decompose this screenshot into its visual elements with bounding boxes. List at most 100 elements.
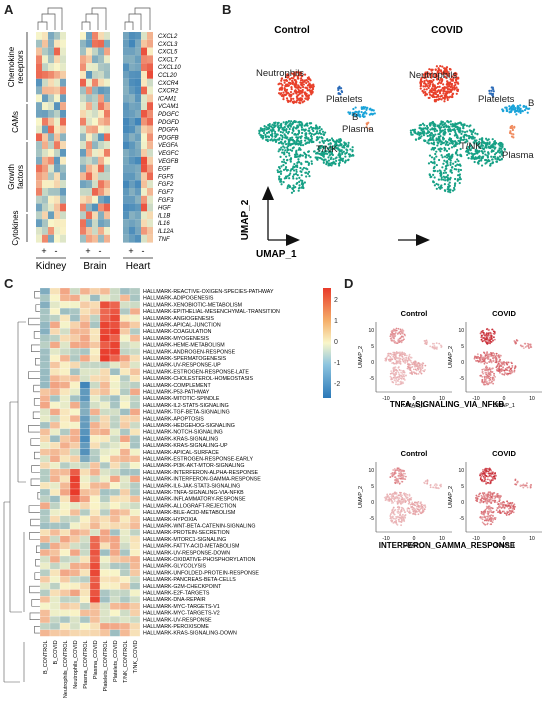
pathway-cell: [109, 368, 121, 376]
pathway-cell: [39, 549, 51, 557]
featureplot-point: [396, 376, 399, 379]
tnk-point: [443, 146, 446, 150]
featureplot-point: [493, 501, 496, 503]
heatmap-cell: [104, 63, 110, 71]
neutrophil-point: [431, 80, 434, 83]
pathway-cell: [49, 415, 61, 423]
neutrophil-point: [283, 81, 286, 84]
pathway-label: HALLMARK-COAGULATION: [143, 329, 212, 335]
tnk-point: [440, 130, 443, 133]
heatmap-cell: [98, 234, 104, 243]
heatmap-cell: [86, 125, 92, 134]
tnk-point: [461, 130, 464, 133]
featureplot-point: [484, 517, 487, 520]
tnk-point: [281, 136, 284, 139]
heatmap-cell: [60, 133, 66, 142]
pathway-cell: [39, 596, 51, 604]
featureplot-point: [493, 352, 496, 355]
pathway-cell: [119, 334, 131, 342]
featureplot-point: [503, 507, 506, 510]
featureplot-point: [487, 493, 490, 496]
pathway-cell: [69, 348, 81, 356]
heatmap-cell: [104, 32, 110, 40]
tnk-point: [497, 142, 500, 145]
featureplot-point: [493, 372, 495, 375]
neutrophil-point: [299, 73, 302, 76]
tnk-point: [267, 131, 271, 134]
tnk-point: [441, 156, 444, 159]
neutrophil-point: [434, 75, 437, 78]
tnk-point: [409, 131, 413, 134]
tnk-point: [330, 164, 333, 167]
pathway-label: HALLMARK-GLYCOLYSIS: [143, 564, 207, 570]
pathway-cell: [79, 582, 91, 590]
pathway-cell: [119, 428, 131, 436]
pathway-cell: [129, 609, 141, 617]
pathway-cell: [109, 415, 121, 423]
tnk-point: [351, 146, 354, 149]
plasma-point: [365, 126, 368, 129]
pathway-cell: [109, 535, 121, 543]
neutrophil-point: [302, 83, 305, 86]
tnk-point: [476, 150, 479, 153]
tnk-point: [264, 133, 267, 136]
featureplot-point: [493, 338, 496, 341]
neutrophil-point: [447, 74, 451, 78]
tnk-point: [434, 123, 437, 126]
featureplot-point: [490, 352, 493, 355]
tnk-point: [484, 143, 488, 147]
tnk-point: [281, 151, 284, 154]
tnk-point: [457, 170, 460, 173]
pathway-cell: [99, 348, 111, 356]
heatmap-cell: [36, 117, 42, 126]
heatmap-cell: [98, 78, 104, 87]
heatmap-cell: [123, 180, 129, 188]
featureplot-point: [491, 493, 494, 496]
tnk-point: [291, 175, 295, 178]
pathway-cell: [119, 401, 131, 409]
tnk-point: [296, 174, 299, 177]
tnk-point: [484, 146, 487, 149]
tnk-point: [312, 129, 315, 133]
neutrophil-point: [446, 96, 449, 100]
heatmap-cell: [135, 227, 141, 235]
heatmap-cell: [92, 55, 98, 64]
heatmap-cell: [129, 63, 135, 71]
tnk-point: [444, 140, 447, 143]
tnk-point: [428, 154, 432, 157]
heatmap-cell: [42, 94, 48, 103]
heatmap-cell: [129, 211, 135, 220]
tnk-point: [433, 170, 436, 173]
pathway-cell: [119, 629, 131, 637]
tnk-point: [480, 157, 483, 161]
heatmap-cell: [86, 164, 92, 173]
featureplot-point: [526, 342, 529, 345]
pathway-label: HALLMARK-HYPOXIA: [143, 517, 197, 523]
heatmap-cell: [147, 102, 153, 110]
pathway-cell: [109, 622, 121, 630]
pathway-cell: [89, 549, 101, 557]
tnk-point: [426, 141, 429, 144]
neutrophil-point: [441, 65, 444, 68]
pathway-cell: [69, 442, 81, 449]
tnk-point: [458, 173, 462, 176]
tnk-point: [334, 146, 338, 149]
featureplot-point: [525, 484, 527, 487]
tnk-point: [289, 122, 292, 125]
b-cell-point: [528, 107, 531, 110]
tnk-point: [276, 133, 279, 136]
tnk-point: [278, 167, 281, 170]
featureplot-point: [407, 502, 410, 505]
heatmap-cell: [86, 133, 92, 142]
featureplot-point: [417, 365, 419, 367]
pathway-cell: [39, 569, 51, 577]
tnk-point: [441, 136, 445, 140]
tnk-point: [476, 156, 479, 160]
heatmap-cell: [48, 149, 54, 157]
pathway-cell: [79, 408, 91, 416]
tnk-point: [427, 130, 430, 133]
tnk-point: [265, 131, 269, 135]
featureplot-point: [420, 363, 423, 366]
heatmap-cell: [141, 203, 147, 212]
heatmap-cell: [147, 55, 153, 64]
